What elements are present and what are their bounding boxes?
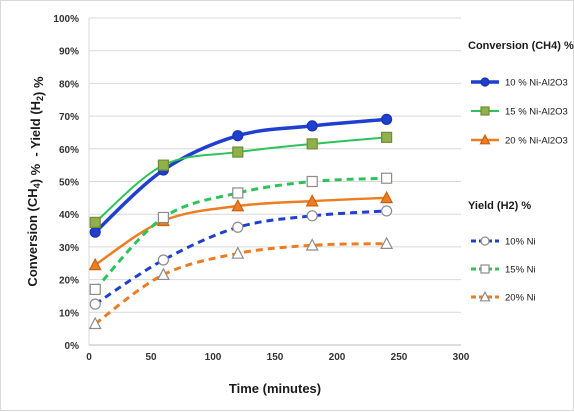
y-tick-label: 80%	[59, 79, 79, 90]
y-tick-label: 90%	[59, 47, 79, 58]
data-point	[380, 236, 394, 249]
legend-marker	[479, 133, 491, 145]
y-tick-label: 100%	[53, 14, 79, 25]
data-point	[380, 190, 394, 204]
legend-label: 15% Ni	[505, 265, 536, 276]
legend-marker	[479, 290, 491, 302]
legend-marker	[480, 77, 490, 87]
data-point	[381, 172, 393, 184]
y-tick-label: 30%	[59, 243, 79, 254]
legend-item: 10 % Ni-Al2O3	[471, 77, 568, 89]
legend-item: 10% Ni	[471, 236, 536, 248]
data-point	[381, 113, 393, 125]
legend-layer: Conversion (CH4) % 10 % Ni-Al2O3 15 % Ni-A…	[468, 40, 574, 304]
data-point	[232, 130, 244, 142]
data-point	[156, 267, 170, 281]
legend-label: 10 % Ni-Al2O3	[505, 78, 568, 89]
axis-layer: 0% 10% 20% 30% 40% 50% 60% 70% 80% 90% 100% 0 50 100 1…	[53, 14, 469, 363]
data-point	[305, 238, 319, 251]
data-point	[89, 226, 101, 238]
data-point	[89, 283, 101, 296]
x-tick-label: 50	[145, 352, 157, 363]
data-point	[306, 210, 318, 222]
y-tick-label: 10%	[59, 308, 79, 319]
y-tick-label: 60%	[59, 145, 79, 156]
y-axis-title: Conversion (CH4) % - Yield (H2) %	[25, 76, 46, 287]
legend-item: 20% Ni	[471, 290, 536, 304]
y-tick-label: 50%	[59, 178, 79, 189]
legend-label: 10% Ni	[505, 237, 536, 248]
data-point	[231, 198, 245, 212]
data-point	[232, 221, 244, 233]
series-5	[89, 172, 393, 296]
series-6	[88, 236, 394, 330]
data-point	[232, 187, 244, 199]
data-point	[381, 205, 393, 217]
y-tick-label: 70%	[59, 112, 79, 123]
data-point	[306, 175, 318, 188]
data-point	[306, 120, 318, 132]
grid-layer	[89, 17, 461, 346]
data-point	[88, 316, 102, 330]
data-point	[305, 194, 319, 207]
series-1	[89, 113, 393, 238]
legend-label: 15 % Ni-Al2O3	[505, 107, 568, 118]
data-point	[89, 216, 101, 228]
legend-marker	[480, 106, 490, 116]
y-tick-label: 40%	[59, 210, 79, 221]
data-point	[306, 138, 318, 150]
x-axis-title: Time (minutes)	[229, 381, 321, 396]
legend-group-title: Yield (H2) %	[468, 200, 531, 212]
data-point	[89, 298, 101, 310]
legend-label: 20 % Ni-Al2O3	[505, 136, 568, 147]
legend-marker	[480, 236, 490, 246]
data-point	[232, 146, 244, 158]
x-tick-label: 150	[267, 352, 284, 363]
x-tick-label: 250	[391, 352, 408, 363]
x-tick-label: 0	[86, 352, 92, 363]
x-tick-label: 100	[205, 352, 222, 363]
legend-group-title: Conversion (CH4) %	[468, 40, 574, 52]
data-point	[88, 257, 102, 271]
series-2	[89, 131, 393, 228]
data-point	[381, 131, 393, 143]
legend-item: 15% Ni	[471, 264, 536, 276]
data-point	[157, 254, 169, 266]
legend-marker	[480, 264, 490, 274]
y-tick-label: 20%	[59, 276, 79, 287]
data-point	[157, 211, 169, 224]
y-tick-label: 0%	[65, 341, 80, 352]
legend-label: 20% Ni	[505, 293, 536, 304]
series-4	[89, 205, 393, 310]
x-tick-label: 300	[453, 352, 470, 363]
data-point	[157, 159, 169, 171]
x-tick-label: 200	[329, 352, 346, 363]
legend-item: 20 % Ni-Al2O3	[471, 133, 568, 147]
legend-item: 15 % Ni-Al2O3	[471, 106, 568, 118]
data-point	[231, 246, 245, 259]
series-layer	[88, 113, 394, 330]
